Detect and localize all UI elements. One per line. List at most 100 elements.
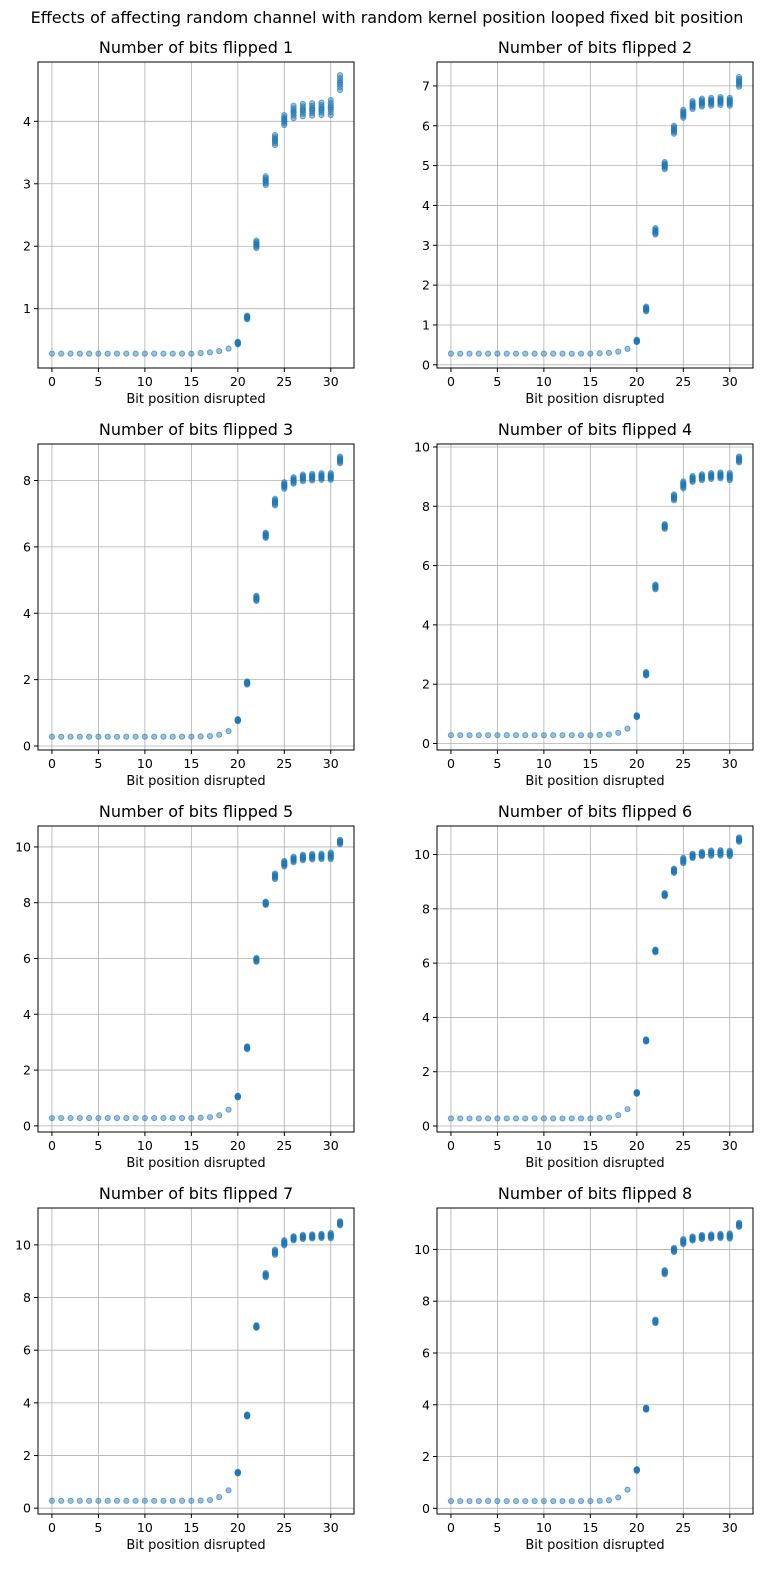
data-point — [132, 733, 139, 740]
data-point — [262, 529, 269, 536]
data-point — [494, 732, 501, 739]
y-tick-label: 2 — [422, 1064, 430, 1079]
data-point — [178, 733, 186, 740]
data-point — [708, 94, 715, 101]
data-point — [132, 1497, 139, 1504]
data-point — [299, 471, 306, 478]
data-point — [466, 350, 473, 357]
data-point — [605, 1497, 613, 1504]
data-point — [475, 1115, 482, 1122]
data-point — [253, 954, 260, 962]
x-tick-label: 0 — [48, 1520, 56, 1535]
data-point — [281, 857, 288, 864]
data-point — [336, 836, 344, 843]
x-tick-label: 25 — [276, 1138, 292, 1153]
x-tick-label: 10 — [536, 756, 552, 771]
y-tick-label: 6 — [422, 956, 430, 971]
data-point — [466, 1497, 473, 1505]
data-point — [726, 469, 733, 477]
y-tick-label: 8 — [422, 901, 430, 916]
data-point — [605, 731, 613, 738]
data-point — [132, 350, 139, 357]
y-tick-label: 0 — [422, 357, 430, 372]
x-tick-label: 25 — [675, 374, 691, 389]
data-point — [58, 1497, 65, 1504]
data-point — [271, 870, 279, 877]
x-tick-label: 0 — [447, 374, 455, 389]
subplot-title: Number of bits flipped 5 — [99, 802, 293, 821]
subplot-6: Number of bits flipped 6 0 5 10 15 20 25 30 0 2 4 6… — [414, 802, 754, 1171]
data-point — [475, 732, 482, 739]
data-point — [670, 865, 678, 872]
data-point — [735, 834, 743, 841]
data-point — [531, 732, 538, 739]
data-point — [596, 350, 603, 357]
data-point — [596, 1497, 603, 1504]
data-point — [735, 453, 743, 460]
data-point — [624, 1486, 631, 1493]
x-tick-label: 0 — [447, 1520, 455, 1535]
data-point — [290, 474, 297, 481]
data-point — [113, 350, 121, 357]
subplot-title: Number of bits flipped 2 — [498, 38, 692, 57]
data-point — [225, 1106, 232, 1113]
data-point — [540, 1497, 547, 1505]
data-point — [160, 350, 167, 357]
y-tick-label: 4 — [23, 114, 31, 129]
x-axis-label: Bit position disrupted — [525, 1538, 664, 1553]
data-point — [299, 851, 306, 858]
data-point — [244, 1043, 251, 1050]
data-point — [550, 1115, 557, 1122]
data-point — [169, 733, 176, 740]
data-point — [178, 350, 186, 357]
data-point — [577, 732, 585, 739]
x-tick-label: 15 — [183, 1138, 199, 1153]
subplot-title: Number of bits flipped 4 — [498, 420, 692, 439]
data-point — [661, 520, 668, 528]
data-point — [624, 1106, 631, 1113]
data-point — [281, 113, 288, 121]
scatter-series — [447, 1219, 743, 1505]
x-tick-label: 25 — [276, 756, 292, 771]
data-point — [568, 350, 575, 357]
data-point — [615, 1112, 622, 1119]
x-tick-label: 30 — [722, 756, 738, 771]
x-tick-label: 15 — [183, 756, 199, 771]
data-point — [503, 732, 510, 739]
data-point — [299, 1231, 306, 1238]
data-point — [262, 1269, 269, 1277]
data-point — [225, 727, 232, 735]
y-tick-label: 6 — [422, 118, 430, 133]
data-point — [698, 1231, 705, 1239]
y-tick-label: 10 — [15, 839, 31, 854]
y-tick-label: 1 — [23, 301, 31, 316]
data-point — [708, 1231, 715, 1238]
data-point — [522, 350, 529, 357]
figure-suptitle: Effects of affecting random channel with… — [31, 8, 744, 27]
x-tick-label: 20 — [230, 374, 246, 389]
x-tick-label: 5 — [493, 1520, 501, 1535]
data-point — [661, 1267, 668, 1274]
data-point — [457, 1497, 464, 1505]
data-point — [735, 1219, 743, 1226]
data-point — [123, 733, 130, 740]
data-point — [178, 1114, 186, 1122]
data-point — [447, 350, 455, 357]
y-tick-label: 6 — [422, 1345, 430, 1360]
data-point — [151, 350, 158, 357]
data-point — [234, 338, 241, 345]
y-tick-label: 4 — [422, 1397, 430, 1412]
data-point — [522, 1115, 529, 1122]
y-tick-label: 2 — [422, 278, 430, 293]
x-tick-label: 10 — [536, 1520, 552, 1535]
y-tick-label: 0 — [422, 1119, 430, 1134]
data-point — [466, 732, 473, 739]
scatter-series — [48, 836, 344, 1122]
subplot-3: Number of bits flipped 3 0 5 10 15 20 25 30 0 2 4 6… — [23, 420, 355, 789]
x-tick-label: 0 — [48, 1138, 56, 1153]
data-point — [76, 733, 83, 740]
y-tick-label: 10 — [414, 1242, 430, 1257]
data-point — [577, 350, 585, 357]
y-tick-label: 8 — [422, 499, 430, 514]
data-point — [234, 1092, 241, 1099]
